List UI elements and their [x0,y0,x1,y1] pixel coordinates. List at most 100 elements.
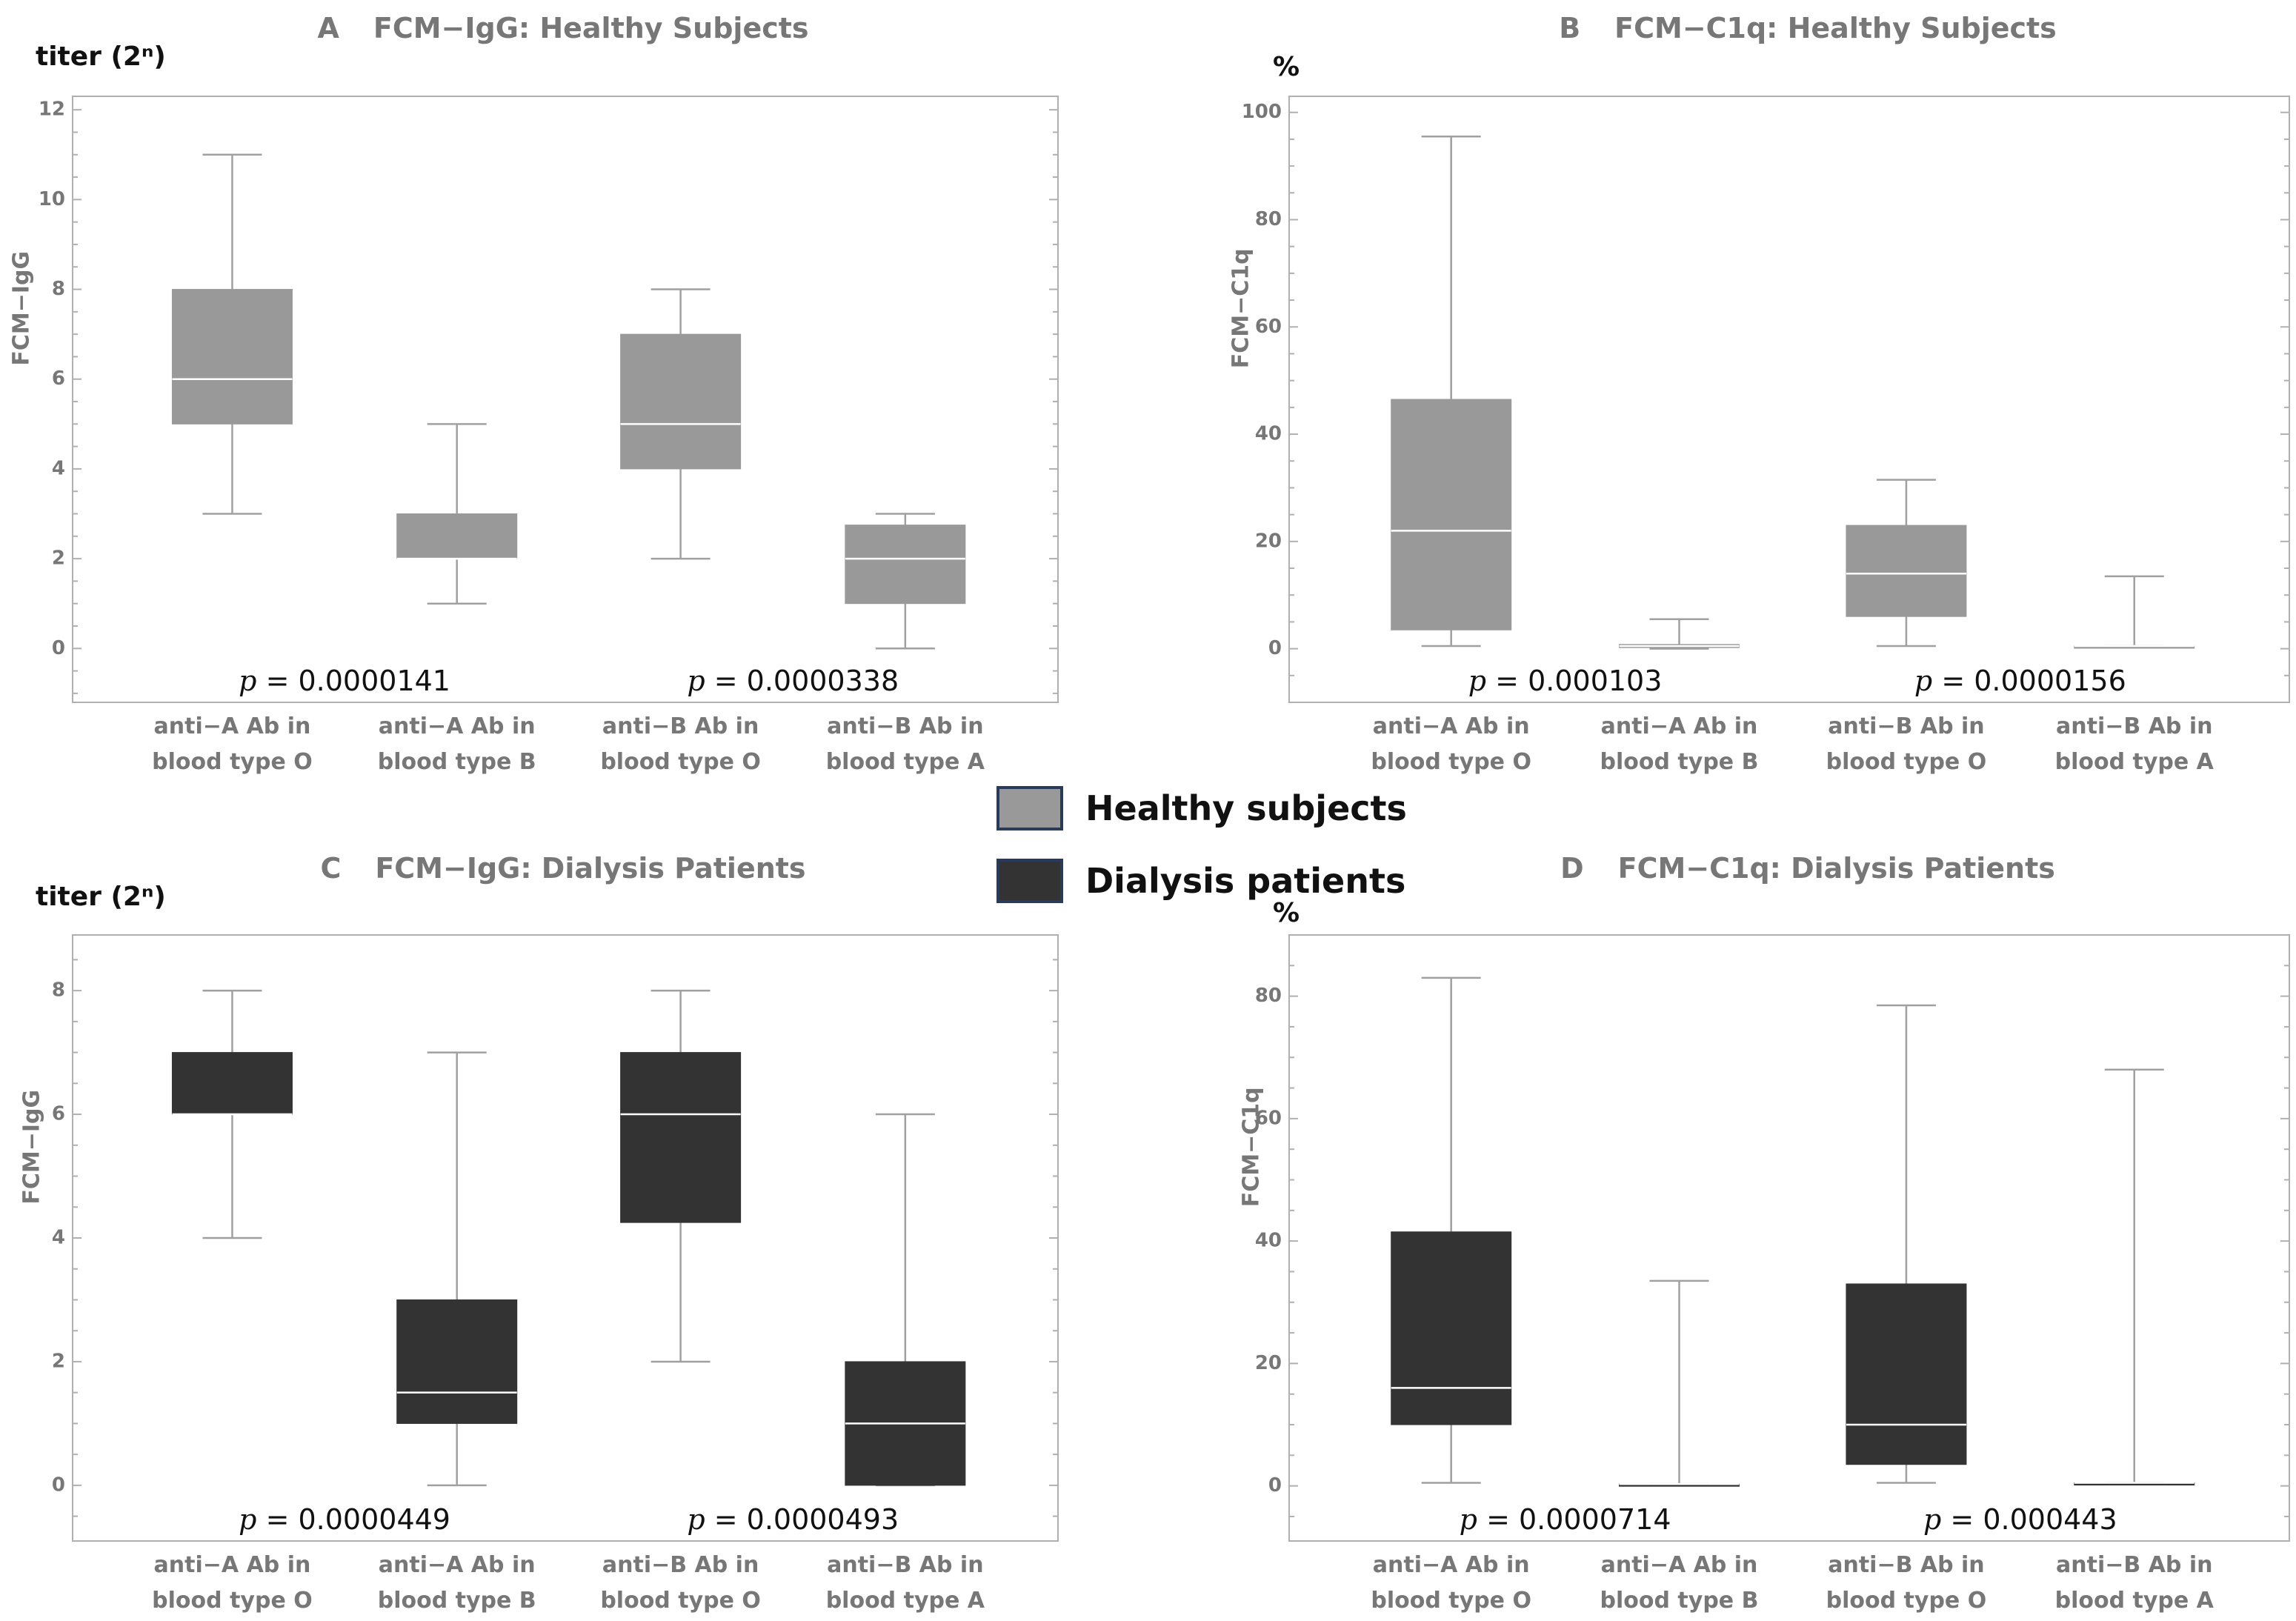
p-symbol: p [239,1503,256,1536]
y-tick-label: 12 [39,99,65,121]
box-3 [620,288,742,560]
y-tick-label: 4 [52,1227,65,1249]
x-category-label: anti−B Ab in [602,713,759,739]
x-category-label: anti−B Ab in [602,1552,759,1578]
x-category-label: blood type O [600,1588,761,1614]
box-2 [1619,618,1740,650]
panel-title: A FCM−IgG: Healthy Subjects [317,12,808,44]
y-tick-label: 20 [1255,530,1282,552]
legend: Healthy subjects Dialysis patients [996,772,1407,917]
panel-title: D FCM−C1q: Dialysis Patients [1560,852,2055,885]
y-tick-label: 0 [52,637,65,659]
x-category-label: blood type A [826,749,985,775]
box-iqr [620,333,742,470]
x-category-label: blood type O [1826,749,1987,775]
box-iqr [620,1052,742,1223]
legend-swatch-healthy [996,786,1063,831]
x-category-label: anti−A Ab in [1373,713,1530,739]
y-unit-label: titer (2ⁿ) [36,882,166,912]
y-tick-label: 40 [1255,423,1282,445]
y-tick-label: 60 [1255,1107,1282,1129]
y-unit-label: titer (2ⁿ) [36,41,166,72]
x-category-label: anti−A Ab in [379,713,536,739]
y-axis-label: FCM−C1q [1228,248,1254,368]
panel-d: D FCM−C1q: Dialysis Patients% FCM−C1q 0 20 40… [1239,852,2290,1614]
x-category-label: anti−B Ab in [1828,1552,1984,1578]
x-category-label: blood type B [1600,1588,1759,1614]
y-tick-label: 6 [52,1103,65,1125]
y-tick-label: 0 [1268,1474,1282,1497]
p-value: p = 0.0000156 [1914,665,2126,697]
x-category-label: blood type B [1600,749,1759,775]
box-iqr [1846,525,1967,617]
y-tick-label: 100 [1242,101,1282,123]
p-value-text: = 0.0000449 [256,1503,450,1536]
legend-label-dialysis: Dialysis patients [1085,861,1406,901]
box-2 [1619,1279,1740,1487]
box-3 [1846,479,1967,648]
panel-a: A FCM−IgG: Healthy Subjects titer (2ⁿ) FCM−… [9,12,1059,775]
panel-letter: C [320,852,341,885]
p-value-text: = 0.0000493 [705,1503,899,1536]
box-2 [396,423,518,605]
x-category-label: blood type O [1826,1588,1987,1614]
y-tick-label: 2 [52,547,65,570]
box-iqr [171,289,293,425]
panel-letter: D [1560,852,1584,885]
p-value: p = 0.0000449 [239,1503,450,1536]
panel-title-text: FCM−IgG: Dialysis Patients [375,852,805,885]
y-tick-label: 8 [52,979,65,1002]
p-symbol: p [239,665,256,697]
x-category-label: anti−B Ab in [2056,713,2212,739]
p-value: p = 0.0000714 [1460,1503,1671,1536]
x-category-label: anti−A Ab in [1601,713,1758,739]
x-category-label: anti−B Ab in [827,1552,983,1578]
box-iqr [1391,1231,1512,1425]
box-1 [1391,976,1512,1484]
box-1 [171,153,293,515]
p-value-text: = 0.0000156 [1932,665,2126,697]
p-symbol: p [1923,1503,1941,1536]
box-1 [171,989,293,1239]
plot-frame [1288,96,2290,703]
p-value-text: = 0.0000338 [705,665,899,697]
x-category-label: blood type A [2055,1588,2215,1614]
legend-item-healthy: Healthy subjects [996,772,1407,845]
p-value-text: = 0.000103 [1486,665,1662,697]
x-category-label: blood type B [378,1588,536,1614]
panel-title-text: FCM−C1q: Healthy Subjects [1614,12,2057,44]
box-1 [1391,136,1512,648]
panel-title-text: FCM−IgG: Healthy Subjects [373,12,809,44]
x-category-label: anti−B Ab in [827,713,983,739]
y-unit-label: % [1273,898,1300,928]
p-symbol: p [687,1503,705,1536]
plot-frame [1288,934,2290,1542]
y-unit-label: % [1273,52,1300,82]
y-tick-label: 10 [39,188,65,210]
legend-label-healthy: Healthy subjects [1085,788,1407,828]
box-2 [396,1051,518,1487]
y-axis-label: FCM−IgG [19,1090,45,1205]
y-tick-label: 80 [1255,985,1282,1007]
p-value: p = 0.0000141 [239,665,450,697]
panel-title: C FCM−IgG: Dialysis Patients [320,852,805,885]
p-symbol: p [1468,665,1486,697]
x-category-label: anti−B Ab in [1828,713,1984,739]
panel-title: B FCM−C1q: Healthy Subjects [1559,12,2057,44]
box-iqr [171,1052,293,1115]
y-tick-label: 40 [1255,1230,1282,1252]
y-axis-label: FCM−C1q [1239,1087,1265,1207]
x-category-label: anti−B Ab in [2056,1552,2212,1578]
box-4 [845,1113,966,1487]
x-category-label: blood type A [2055,749,2215,775]
y-tick-label: 4 [52,457,65,479]
x-category-label: anti−A Ab in [154,1552,311,1578]
x-category-label: anti−A Ab in [1373,1552,1530,1578]
p-symbol: p [1914,665,1932,697]
box-iqr [845,525,966,605]
plot-frame [72,96,1059,703]
y-axis-label: FCM−IgG [9,251,35,366]
y-tick-label: 6 [52,367,65,390]
box-iqr [396,1299,518,1424]
p-value: p = 0.000443 [1923,1503,2117,1536]
